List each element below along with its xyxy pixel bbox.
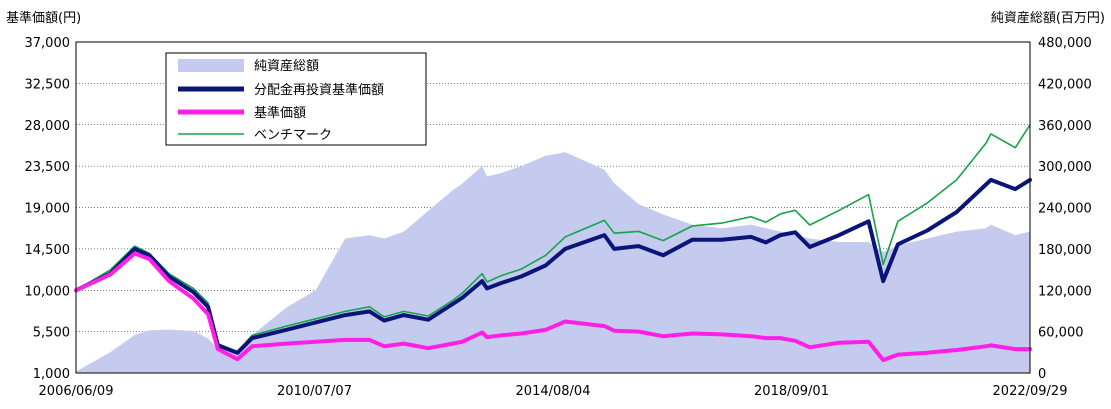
y-left-tick-label: 37,000 xyxy=(25,36,71,51)
series-area-net-assets xyxy=(76,152,1030,373)
series-line-nav xyxy=(74,251,1032,363)
legend-label-nav: 基準価額 xyxy=(254,105,306,121)
y-left-tick-label: 10,000 xyxy=(25,284,71,299)
y-right-tick-label: 480,000 xyxy=(1038,36,1092,51)
y-left-tick-label: 32,500 xyxy=(25,77,71,92)
y-right-tick-label: 0 xyxy=(1038,367,1046,382)
x-tick-label: 2006/06/09 xyxy=(39,384,114,399)
y-right-tick-label: 420,000 xyxy=(1038,77,1092,92)
legend-swatch-net-assets xyxy=(178,59,244,72)
legend-label-net-assets: 純資産総額 xyxy=(254,58,319,74)
plot-frame xyxy=(75,41,1031,374)
y-right-tick-label: 120,000 xyxy=(1038,284,1092,299)
y-left-tick-label: 14,500 xyxy=(25,243,71,258)
y-right-tick-label: 300,000 xyxy=(1038,160,1092,175)
legend-label-dist-nav: 分配金再投資基準価額 xyxy=(254,82,384,98)
net-assets-area xyxy=(76,152,1030,373)
y-right-tick-label: 180,000 xyxy=(1038,243,1092,258)
y-left-tick-labels: 1,000 5,500 10,000 14,500 19,000 23,500 28,000… xyxy=(25,36,71,382)
x-tick-label: 2018/09/01 xyxy=(754,384,829,399)
legend-label-benchmark: ベンチマーク xyxy=(254,128,332,143)
y-left-tick-label: 23,500 xyxy=(25,160,71,175)
y-right-tick-label: 360,000 xyxy=(1038,119,1092,134)
y-right-tick-label: 240,000 xyxy=(1038,202,1092,217)
x-tick-label: 2010/07/07 xyxy=(277,384,352,399)
x-tick-label: 2014/08/04 xyxy=(516,384,591,399)
y-left-tick-label: 28,000 xyxy=(25,119,71,134)
series-line-dist-nav xyxy=(74,177,1032,355)
y-left-tick-label: 1,000 xyxy=(33,367,70,382)
legend: 純資産総額 分配金再投資基準価額 基準価額 ベンチマーク xyxy=(165,52,427,146)
y-left-axis-label: 基準価額(円) xyxy=(6,10,81,26)
x-tick-label: 2022/09/29 xyxy=(993,384,1068,399)
y-right-tick-labels: 0 60,000 120,000 180,000 240,000 300,000 360,0… xyxy=(1038,36,1092,382)
x-tick-labels: 2006/06/09 2010/07/07 2014/08/04 2018/09/01… xyxy=(39,384,1068,399)
y-right-axis-label: 純資産総額(百万円) xyxy=(991,10,1105,26)
series-lines xyxy=(74,124,1032,363)
y-right-tick-label: 60,000 xyxy=(1038,326,1084,341)
y-left-tick-label: 5,500 xyxy=(33,326,70,341)
y-left-tick-label: 19,000 xyxy=(25,202,71,217)
